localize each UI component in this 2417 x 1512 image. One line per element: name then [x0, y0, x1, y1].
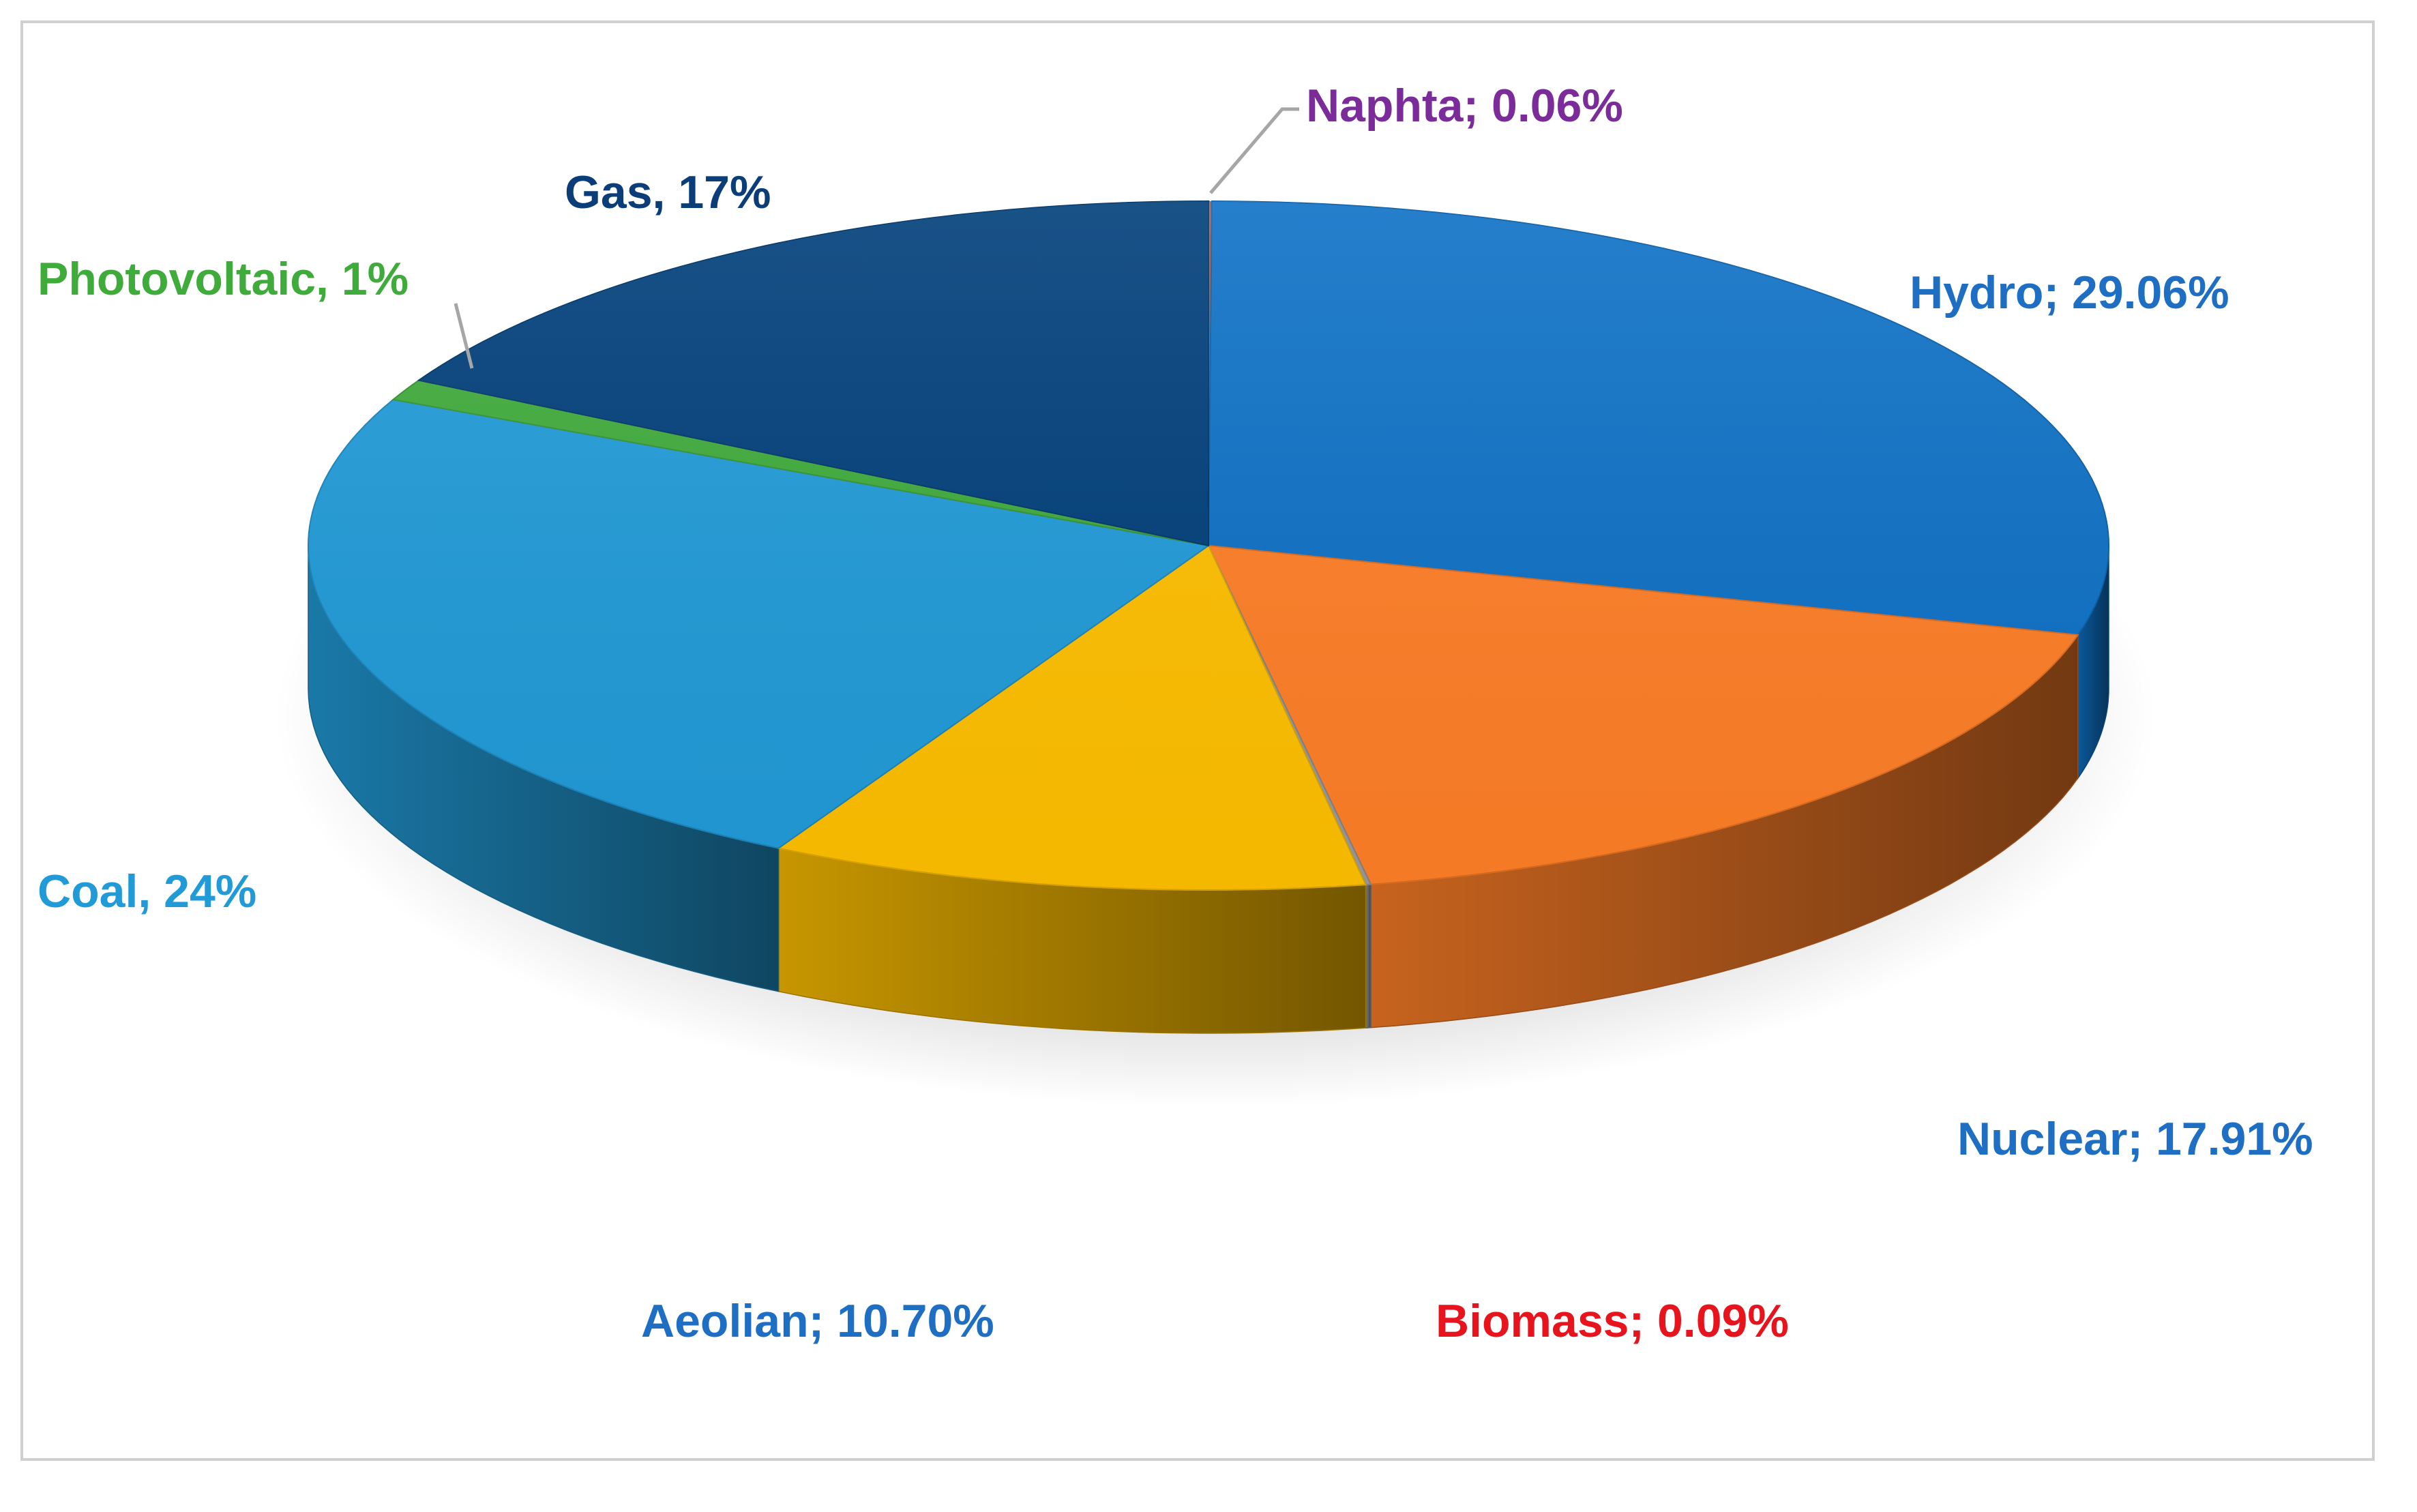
data-label-gas: Gas, 17%: [565, 166, 771, 218]
data-label-hydro: Hydro; 29.06%: [1910, 267, 2229, 318]
data-label-coal: Coal, 24%: [38, 865, 256, 917]
data-label-photovoltaic: Photovoltaic, 1%: [38, 253, 409, 305]
data-label-naphta: Naphta; 0.06%: [1306, 80, 1623, 132]
data-label-biomass: Biomass; 0.09%: [1436, 1295, 1789, 1347]
pie-side-biomass: [1365, 883, 1371, 1028]
leader-line-naphta: [1209, 107, 1299, 194]
data-label-aeolian: Aeolian; 10.70%: [641, 1295, 994, 1347]
leader-line-photovoltaic: [454, 303, 474, 369]
data-label-nuclear: Nuclear; 17.91%: [1957, 1113, 2313, 1165]
